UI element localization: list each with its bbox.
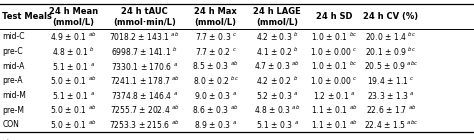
Text: 20.5 ± 0.9 $^{abc}$: 20.5 ± 0.9 $^{abc}$ (364, 60, 418, 72)
Text: 8.5 ± 0.3 $^{ab}$: 8.5 ± 0.3 $^{ab}$ (192, 60, 239, 72)
Text: 4.7 ± 0.3 $^{ab}$: 4.7 ± 0.3 $^{ab}$ (255, 60, 300, 72)
Text: 20.0 ± 1.4 $^{bc}$: 20.0 ± 1.4 $^{bc}$ (365, 31, 417, 43)
Text: 4.9 ± 0.1 $^{ab}$: 4.9 ± 0.1 $^{ab}$ (50, 31, 97, 43)
Text: 1.0 ± 0.00 $^{c}$: 1.0 ± 0.00 $^{c}$ (310, 75, 358, 86)
Text: Test Meals: Test Meals (2, 12, 52, 21)
Text: CON: CON (2, 120, 19, 130)
Text: $^{a,b,c}$ Different superscript letters denote that mean values within a column: $^{a,b,c}$ Different superscript letters… (2, 138, 468, 140)
Text: mid-M: mid-M (2, 91, 26, 100)
Text: pre-M: pre-M (2, 106, 24, 115)
Text: 7374.8 ± 146.4 $^{a}$: 7374.8 ± 146.4 $^{a}$ (111, 90, 178, 101)
Text: 4.2 ± 0.3 $^{b}$: 4.2 ± 0.3 $^{b}$ (256, 31, 299, 43)
Text: 4.8 ± 0.1 $^{b}$: 4.8 ± 0.1 $^{b}$ (52, 45, 95, 58)
Text: 7018.2 ± 143.1 $^{ab}$: 7018.2 ± 143.1 $^{ab}$ (109, 31, 180, 43)
Text: 5.0 ± 0.1 $^{ab}$: 5.0 ± 0.1 $^{ab}$ (50, 75, 97, 87)
Text: pre-A: pre-A (2, 76, 23, 85)
Text: 1.2 ± 0.1 $^{a}$: 1.2 ± 0.1 $^{a}$ (313, 90, 356, 101)
Text: 24 h tAUC
(mmol·min/L): 24 h tAUC (mmol·min/L) (113, 7, 176, 26)
Text: 8.9 ± 0.3 $^{a}$: 8.9 ± 0.3 $^{a}$ (194, 119, 237, 130)
Text: 1.0 ± 0.00 $^{c}$: 1.0 ± 0.00 $^{c}$ (310, 46, 358, 57)
Text: 20.1 ± 0.9 $^{bc}$: 20.1 ± 0.9 $^{bc}$ (365, 45, 417, 58)
Text: 1.1 ± 0.1 $^{ab}$: 1.1 ± 0.1 $^{ab}$ (311, 119, 357, 131)
Text: 7241.1 ± 178.7 $^{ab}$: 7241.1 ± 178.7 $^{ab}$ (109, 75, 180, 87)
Text: 5.1 ± 0.3 $^{a}$: 5.1 ± 0.3 $^{a}$ (256, 119, 299, 130)
Text: 24 h CV (%): 24 h CV (%) (364, 12, 419, 21)
Text: 7253.3 ± 215.6 $^{ab}$: 7253.3 ± 215.6 $^{ab}$ (109, 119, 180, 131)
Text: 24 h Mean
(mmol/L): 24 h Mean (mmol/L) (49, 7, 98, 26)
Text: 24 h LAGE
(mmol/L): 24 h LAGE (mmol/L) (254, 7, 301, 26)
Text: 5.1 ± 0.1 $^{a}$: 5.1 ± 0.1 $^{a}$ (52, 90, 95, 101)
Text: 6998.7 ± 141.1 $^{b}$: 6998.7 ± 141.1 $^{b}$ (111, 45, 178, 58)
Text: 9.0 ± 0.3 $^{a}$: 9.0 ± 0.3 $^{a}$ (194, 90, 237, 101)
Text: 24 h Max
(mmol/L): 24 h Max (mmol/L) (194, 7, 237, 26)
Text: 1.0 ± 0.1 $^{bc}$: 1.0 ± 0.1 $^{bc}$ (311, 60, 357, 72)
Text: 4.2 ± 0.2 $^{b}$: 4.2 ± 0.2 $^{b}$ (256, 75, 299, 87)
Text: 5.0 ± 0.1 $^{ab}$: 5.0 ± 0.1 $^{ab}$ (50, 119, 97, 131)
Text: 7.7 ± 0.2 $^{c}$: 7.7 ± 0.2 $^{c}$ (195, 46, 237, 57)
Text: 7.7 ± 0.3 $^{c}$: 7.7 ± 0.3 $^{c}$ (194, 31, 237, 42)
Text: 5.2 ± 0.3 $^{a}$: 5.2 ± 0.3 $^{a}$ (256, 90, 299, 101)
Text: 4.8 ± 0.3 $^{ab}$: 4.8 ± 0.3 $^{ab}$ (254, 104, 301, 116)
Text: 5.0 ± 0.1 $^{ab}$: 5.0 ± 0.1 $^{ab}$ (50, 104, 97, 116)
Text: mid-C: mid-C (2, 32, 25, 41)
Text: 19.4 ± 1.1 $^{c}$: 19.4 ± 1.1 $^{c}$ (367, 75, 415, 86)
Text: 22.6 ± 1.7 $^{ab}$: 22.6 ± 1.7 $^{ab}$ (366, 104, 416, 116)
Text: 24 h SD: 24 h SD (316, 12, 353, 21)
Text: 8.6 ± 0.3 $^{ab}$: 8.6 ± 0.3 $^{ab}$ (192, 104, 239, 116)
Text: 1.0 ± 0.1 $^{bc}$: 1.0 ± 0.1 $^{bc}$ (311, 31, 357, 43)
Text: 7330.1 ± 170.6 $^{a}$: 7330.1 ± 170.6 $^{a}$ (111, 61, 178, 72)
Text: 22.4 ± 1.5 $^{abc}$: 22.4 ± 1.5 $^{abc}$ (364, 119, 418, 131)
Text: 8.0 ± 0.2 $^{bc}$: 8.0 ± 0.2 $^{bc}$ (193, 75, 238, 87)
Text: mid-A: mid-A (2, 62, 25, 71)
Text: 23.3 ± 1.3 $^{a}$: 23.3 ± 1.3 $^{a}$ (367, 90, 415, 101)
Text: 5.1 ± 0.1 $^{a}$: 5.1 ± 0.1 $^{a}$ (52, 61, 95, 72)
Text: 4.1 ± 0.2 $^{b}$: 4.1 ± 0.2 $^{b}$ (256, 45, 299, 58)
Text: 1.1 ± 0.1 $^{ab}$: 1.1 ± 0.1 $^{ab}$ (311, 104, 357, 116)
Text: pre-C: pre-C (2, 47, 23, 56)
Text: 7255.7 ± 202.4 $^{ab}$: 7255.7 ± 202.4 $^{ab}$ (109, 104, 180, 116)
